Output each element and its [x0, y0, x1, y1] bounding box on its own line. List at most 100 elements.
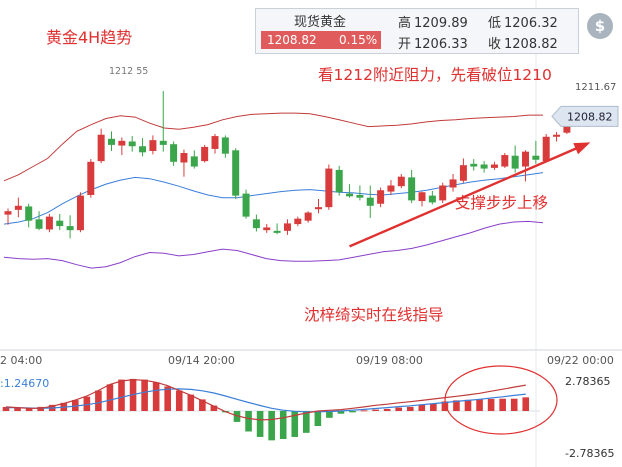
candle-up: [397, 176, 405, 187]
y-axis-label: 1211.67: [575, 82, 616, 93]
x-tick-label: 09/22 00:00: [547, 354, 614, 367]
macd-bar-positive: [37, 406, 44, 411]
macd-bar-positive: [14, 407, 21, 411]
candle-up: [201, 146, 209, 162]
candle-up: [283, 223, 291, 231]
close-label: 收: [488, 37, 502, 52]
high-value: 1209.89: [414, 16, 468, 31]
candle-down: [242, 193, 250, 217]
candle-up: [439, 185, 447, 201]
candle-up: [459, 165, 467, 181]
x-tick-label: 09/14 20:00: [168, 354, 235, 367]
macd-bar-negative: [314, 411, 322, 427]
candle-down: [428, 195, 436, 203]
candle-down: [108, 138, 115, 145]
candle-down: [366, 197, 374, 206]
macd-bar-negative: [233, 411, 241, 422]
candle-up: [14, 205, 22, 210]
macd-dea-line: [5, 388, 526, 413]
candle-up: [45, 216, 53, 230]
last-price-marker: [551, 105, 619, 127]
candle-up: [180, 153, 188, 163]
macd-bar-positive: [106, 384, 114, 411]
candle-up: [490, 164, 498, 168]
candle-up: [553, 134, 561, 137]
candle-up: [542, 136, 550, 162]
candle-down: [66, 226, 74, 231]
macd-bar-positive: [372, 409, 379, 411]
macd-highlight-circle: [444, 365, 558, 435]
trendline-arrowhead: [573, 142, 591, 155]
candle-down: [232, 150, 240, 196]
macd-bar-positive: [152, 382, 160, 411]
candle-up: [449, 179, 457, 188]
macd-bar-positive: [510, 398, 518, 411]
low-label: 低: [488, 16, 502, 31]
macd-bar-negative: [303, 411, 310, 433]
macd-bar-positive: [164, 386, 171, 411]
price-change: 0.15%: [339, 33, 378, 47]
candle-up: [294, 218, 302, 225]
macd-bar-positive: [522, 397, 530, 411]
macd-bar-negative: [349, 411, 356, 413]
macd-bar-negative: [245, 411, 252, 432]
macd-bar-positive: [210, 405, 218, 411]
low-value: 1206.32: [504, 16, 558, 31]
macd-dif-line: [5, 378, 526, 421]
macd-bar-positive: [175, 390, 183, 411]
high-cell: 高 1209.89: [398, 12, 468, 31]
high-label: 高: [398, 16, 412, 31]
candle-down: [252, 219, 260, 229]
candle-up: [97, 134, 105, 162]
close-value: 1208.82: [504, 37, 558, 52]
macd-bar-negative: [279, 411, 287, 439]
bollinger-upper-line: [3, 112, 543, 182]
candle-down: [346, 193, 354, 197]
macd-bar-positive: [430, 403, 437, 411]
candle-up: [522, 151, 529, 167]
macd-bar-negative: [256, 411, 264, 437]
macd-bar-positive: [406, 406, 414, 411]
macd-bar-positive: [25, 408, 33, 411]
candle-down: [25, 206, 33, 221]
candle-up: [263, 227, 271, 231]
candle-down: [128, 141, 136, 147]
x-tick-label: 2 04:00: [0, 354, 42, 367]
chart-title: 黄金4H趋势: [46, 28, 132, 47]
candle-up: [87, 161, 95, 195]
candle-down: [408, 177, 416, 201]
bollinger-lower-line: [3, 220, 544, 269]
candle-up: [418, 192, 426, 202]
candle-up: [387, 185, 395, 192]
annotation-resistance: 看1212附近阻力，先看破位1210: [318, 66, 552, 84]
macd-bar-positive: [141, 379, 148, 411]
current-price: 1208.82: [267, 33, 317, 47]
dollar-icon[interactable]: $: [587, 13, 613, 39]
macd-bar-positive: [476, 399, 483, 411]
candle-down: [159, 140, 167, 145]
candle-down: [56, 220, 64, 227]
candle-up: [76, 195, 84, 231]
candle-down: [511, 155, 519, 169]
open-label: 开: [398, 37, 412, 52]
last-price-label: 1208.82: [567, 110, 613, 123]
candle-up: [325, 168, 333, 208]
candle-down: [335, 169, 343, 193]
candle-up: [377, 190, 385, 204]
macd-bar-positive: [360, 410, 368, 412]
macd-legend-value: :1.24670: [0, 377, 49, 390]
support-trendline: [349, 142, 589, 248]
macd-bar-positive: [464, 399, 472, 411]
macd-bar-positive: [83, 396, 91, 411]
candle-up: [211, 136, 219, 149]
macd-bar-negative: [326, 411, 333, 418]
macd-bar-negative: [291, 411, 299, 437]
candle-down: [190, 156, 198, 167]
instrument-name: 现货黄金: [293, 15, 346, 30]
macd-bar-positive: [383, 408, 391, 411]
annotation-guidance: 沈梓绮实时在线指导: [304, 306, 444, 324]
macd-bar-positive: [441, 401, 449, 411]
candle-down: [221, 137, 229, 154]
quote-panel: 现货黄金 1208.82 0.15% 高 1209.89 低 1206.32 开 12…: [255, 8, 579, 54]
